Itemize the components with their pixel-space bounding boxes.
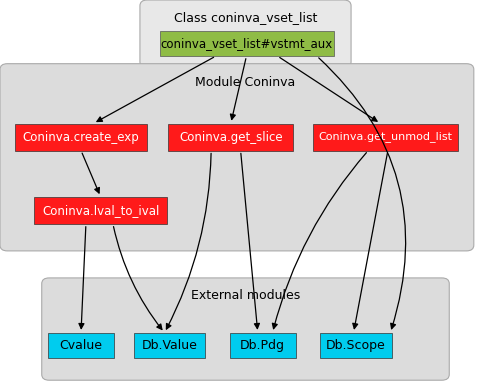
- Text: Cvalue: Cvalue: [59, 339, 103, 352]
- Text: Coninva.create_exp: Coninva.create_exp: [23, 130, 139, 144]
- FancyBboxPatch shape: [15, 124, 147, 151]
- FancyBboxPatch shape: [313, 124, 458, 151]
- FancyBboxPatch shape: [160, 31, 334, 56]
- FancyBboxPatch shape: [34, 197, 167, 224]
- FancyBboxPatch shape: [229, 333, 296, 358]
- FancyBboxPatch shape: [42, 278, 449, 380]
- Text: Db.Pdg: Db.Pdg: [240, 339, 285, 352]
- Text: coninva_vset_list#vstmt_aux: coninva_vset_list#vstmt_aux: [161, 37, 332, 50]
- FancyBboxPatch shape: [48, 333, 114, 358]
- Text: Db.Value: Db.Value: [141, 339, 197, 352]
- Text: Class coninva_vset_list: Class coninva_vset_list: [174, 11, 317, 24]
- FancyBboxPatch shape: [0, 64, 474, 251]
- Text: External modules: External modules: [191, 289, 300, 302]
- FancyBboxPatch shape: [140, 0, 351, 68]
- Text: Module Coninva: Module Coninva: [195, 76, 296, 90]
- Text: Coninva.get_slice: Coninva.get_slice: [179, 130, 283, 144]
- Text: Coninva.get_unmod_list: Coninva.get_unmod_list: [319, 132, 452, 142]
- Text: Db.Scope: Db.Scope: [326, 339, 386, 352]
- Text: Coninva.lval_to_ival: Coninva.lval_to_ival: [42, 204, 160, 217]
- FancyBboxPatch shape: [168, 124, 293, 151]
- FancyBboxPatch shape: [320, 333, 391, 358]
- FancyBboxPatch shape: [134, 333, 205, 358]
